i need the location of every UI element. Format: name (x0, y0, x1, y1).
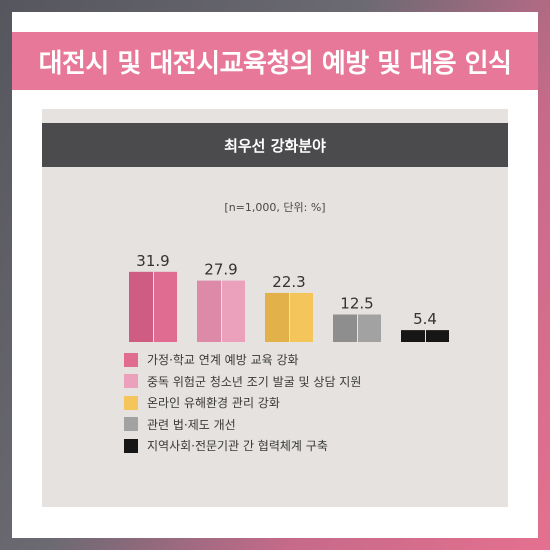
bar (401, 330, 425, 342)
bar-value-label: 27.9 (204, 261, 237, 279)
bar-group: 31.9 (129, 252, 177, 342)
bar-highlight (426, 330, 449, 342)
chart-title-bar: 최우선 강화분야 (42, 123, 508, 167)
legend-item: 지역사회·전문기관 간 협력체계 구축 (124, 435, 361, 457)
bar-value-label: 5.4 (413, 310, 437, 328)
legend-item: 가정·학교 연계 예방 교육 강화 (124, 349, 361, 371)
bar-highlight (222, 280, 245, 342)
legend-item: 관련 법·제도 개선 (124, 414, 361, 436)
bar-value-label: 12.5 (340, 295, 373, 313)
legend-item: 중독 위험군 청소년 조기 발굴 및 상담 지원 (124, 371, 361, 393)
bar-value-label: 31.9 (136, 252, 169, 270)
title-banner: 대전시 및 대전시교육청의 예방 및 대응 인식 (12, 32, 538, 90)
legend-label: 관련 법·제도 개선 (147, 417, 236, 432)
legend-label: 온라인 유해환경 관리 강화 (147, 396, 280, 411)
legend-label: 지역사회·전문기관 간 협력체계 구축 (147, 439, 328, 454)
chart-title: 최우선 강화분야 (224, 136, 326, 155)
bar (333, 314, 357, 342)
bar-highlight (154, 271, 177, 342)
chart-subtitle: [n=1,000, 단위: %] (224, 201, 326, 214)
legend-label: 가정·학교 연계 예방 교육 강화 (147, 353, 299, 368)
bar-group: 5.4 (401, 310, 449, 342)
bar-group: 27.9 (197, 261, 245, 342)
bar-group: 22.3 (265, 273, 313, 342)
bar-value-label: 22.3 (272, 273, 305, 291)
bar (197, 280, 221, 342)
legend-swatch (124, 438, 138, 453)
legend-swatch (124, 395, 138, 410)
legend-label: 중독 위험군 청소년 조기 발굴 및 상담 지원 (147, 374, 362, 389)
bar (129, 271, 153, 342)
legend-swatch (124, 352, 138, 367)
bar (265, 292, 289, 342)
bar-highlight (358, 314, 381, 342)
chart-panel: 최우선 강화분야 [n=1,000, 단위: %] 31.9 27.9 22.3 12… (42, 109, 508, 507)
legend-item: 온라인 유해환경 관리 강화 (124, 392, 361, 414)
legend-swatch (124, 417, 138, 432)
bar-highlight (290, 292, 313, 342)
bar-group: 12.5 (333, 295, 381, 342)
legend-swatch (124, 374, 138, 389)
page-title: 대전시 및 대전시교육청의 예방 및 대응 인식 (38, 48, 512, 79)
bar-chart: 31.9 27.9 22.3 12.5 5.4 (129, 252, 449, 342)
infographic-card: 대전시 및 대전시교육청의 예방 및 대응 인식 최우선 강화분야 [n=1,0… (12, 12, 538, 538)
